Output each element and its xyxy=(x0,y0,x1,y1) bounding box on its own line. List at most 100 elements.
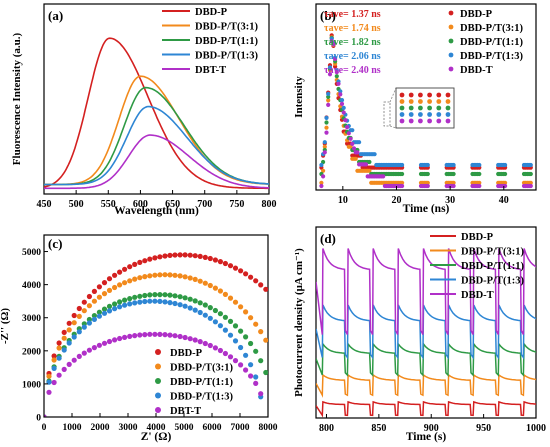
zoom-connector xyxy=(389,87,397,103)
data-point xyxy=(238,362,244,368)
data-point xyxy=(207,315,213,321)
x-axis-label: Z' (Ω) xyxy=(141,431,172,443)
data-point xyxy=(528,180,533,185)
series-line-dbd-p-t-3-1 xyxy=(44,75,269,186)
data-point xyxy=(76,313,82,319)
data-point xyxy=(217,288,223,294)
data-point xyxy=(355,150,360,155)
y-tick-label: 1000 xyxy=(22,380,41,390)
data-point xyxy=(436,118,442,124)
data-point xyxy=(172,272,178,278)
data-point xyxy=(101,280,108,286)
data-point xyxy=(117,282,123,288)
legend-swatch-dbd-t xyxy=(448,66,454,72)
data-point xyxy=(418,92,423,98)
legend-label-dbd-p-t-3-1: DBD-P/T(3:1) xyxy=(170,363,233,374)
data-point xyxy=(167,272,173,278)
data-point xyxy=(408,112,414,117)
data-point xyxy=(227,295,234,301)
legend-label-dbd-p-t-1-1: DBD-P/T(1:1) xyxy=(460,37,523,48)
data-point xyxy=(408,92,414,98)
lifetime-label-dbd-p-t-1-1: τave= 1.82 ns xyxy=(324,37,381,48)
data-point xyxy=(51,365,57,371)
data-point xyxy=(46,389,52,395)
data-point xyxy=(162,299,168,305)
data-point xyxy=(248,373,254,379)
data-point xyxy=(81,299,87,305)
x-tick-label: 750 xyxy=(229,199,244,210)
data-point xyxy=(326,94,331,99)
data-point xyxy=(101,291,108,297)
legend-label-dbd-p: DBD-P xyxy=(461,232,494,243)
data-point xyxy=(238,328,244,334)
data-point xyxy=(357,140,362,145)
data-point xyxy=(142,258,148,264)
data-point xyxy=(56,340,62,346)
x-tick-label: 800 xyxy=(319,423,334,434)
data-point xyxy=(528,183,533,189)
data-point xyxy=(263,369,268,376)
zoom-inset xyxy=(395,87,455,129)
data-point xyxy=(56,345,62,351)
series-points-dbd-t xyxy=(319,39,533,189)
data-point xyxy=(132,261,138,267)
data-point xyxy=(248,340,254,347)
legend-label-dbt-t: DBT-T xyxy=(195,65,226,76)
data-point xyxy=(44,414,47,417)
plot-area xyxy=(44,252,268,417)
data-point xyxy=(399,92,405,98)
data-point xyxy=(212,285,218,291)
data-point xyxy=(106,287,113,293)
data-point xyxy=(112,306,118,312)
legend-label-dbt-t: DBT-T xyxy=(170,406,201,417)
data-point xyxy=(137,293,143,299)
data-point xyxy=(127,278,133,284)
data-point xyxy=(71,312,77,319)
data-point xyxy=(351,146,357,151)
data-point xyxy=(142,298,148,305)
data-point xyxy=(399,112,405,117)
data-point xyxy=(197,309,203,316)
legend-label-dbd-p-t-1-1: DBD-P/T(1:1) xyxy=(461,261,524,272)
data-point xyxy=(66,340,72,346)
x-tick-label: 650 xyxy=(165,199,180,210)
data-point xyxy=(248,362,254,368)
data-point xyxy=(503,171,508,177)
data-point xyxy=(182,252,188,258)
data-point xyxy=(232,299,239,305)
legend-swatch-dbd-p-t-1-3 xyxy=(448,52,454,58)
data-point xyxy=(418,118,423,124)
data-point xyxy=(207,282,213,289)
data-point xyxy=(322,144,327,149)
data-point xyxy=(477,180,482,185)
data-point xyxy=(187,336,193,342)
data-point xyxy=(202,280,208,286)
data-point xyxy=(81,308,87,314)
panel-label: (c) xyxy=(48,236,62,251)
data-point xyxy=(147,273,153,279)
data-point xyxy=(96,342,102,348)
series-points-dbd-p xyxy=(44,252,268,417)
data-point xyxy=(445,99,451,104)
series-line-dbd-p-t-3-1 xyxy=(316,373,536,398)
x-axis-label: Time (ns) xyxy=(403,203,450,215)
legend-label-dbd-p-t-1-3: DBD-P/T(1:3) xyxy=(195,51,258,62)
series-line-dbd-p-t-1-1 xyxy=(316,341,536,377)
data-point xyxy=(227,318,234,324)
data-point xyxy=(227,332,234,338)
data-point xyxy=(212,345,218,351)
series-points-dbd-p-t-1-1 xyxy=(44,292,268,417)
y-axis-label: -Z'' (Ω) xyxy=(0,308,11,344)
data-point xyxy=(51,357,57,363)
data-point xyxy=(192,298,198,304)
data-point xyxy=(106,303,113,309)
data-point xyxy=(338,92,343,97)
data-point xyxy=(167,292,173,298)
data-point xyxy=(477,183,482,189)
data-point xyxy=(112,272,118,278)
data-point xyxy=(427,112,432,117)
x-tick-label: 4000 xyxy=(147,423,166,433)
data-point xyxy=(319,183,324,189)
data-point xyxy=(162,253,168,259)
data-point xyxy=(222,350,228,357)
